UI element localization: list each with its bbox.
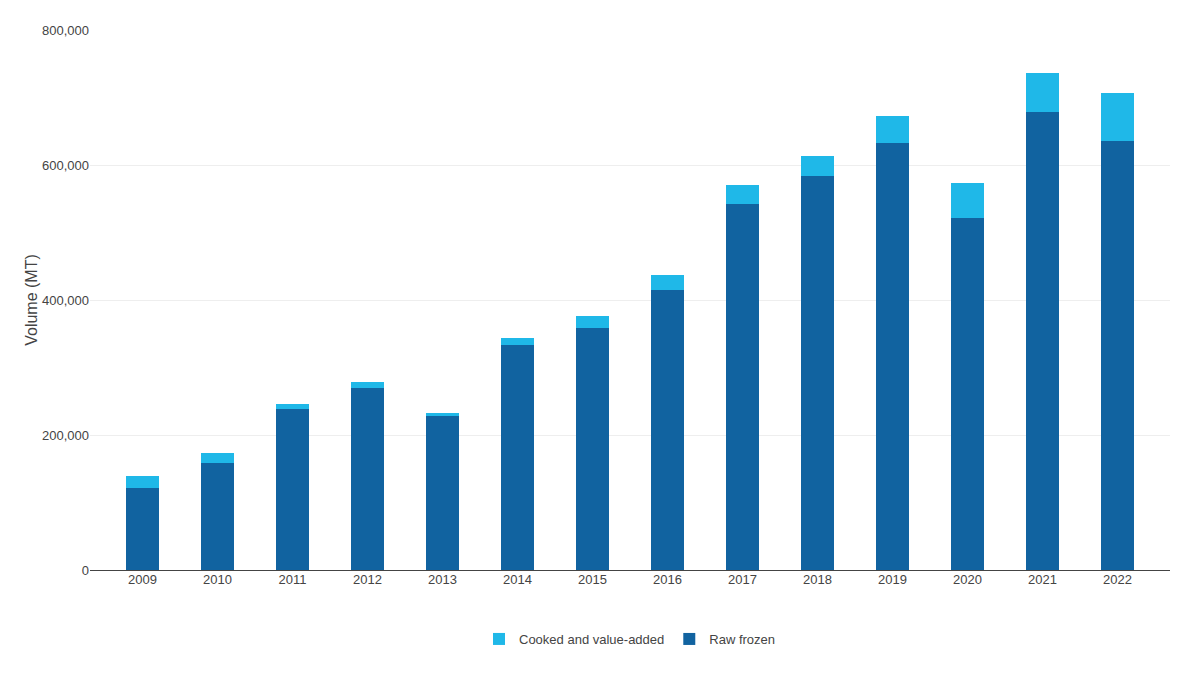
svg-text:Raw frozen: Raw frozen — [709, 632, 775, 647]
svg-text:2019: 2019 — [878, 572, 907, 587]
svg-text:Volume (MT): Volume (MT) — [23, 254, 40, 346]
svg-text:2017: 2017 — [728, 572, 757, 587]
svg-text:0: 0 — [82, 563, 89, 578]
svg-text:400,000: 400,000 — [42, 293, 89, 308]
svg-text:2012: 2012 — [353, 572, 382, 587]
svg-text:2010: 2010 — [203, 572, 232, 587]
svg-text:2016: 2016 — [653, 572, 682, 587]
svg-text:600,000: 600,000 — [42, 158, 89, 173]
svg-text:2009: 2009 — [128, 572, 157, 587]
svg-text:800,000: 800,000 — [42, 23, 89, 38]
svg-text:2014: 2014 — [503, 572, 532, 587]
svg-text:Cooked and value-added: Cooked and value-added — [519, 632, 664, 647]
svg-text:2015: 2015 — [578, 572, 607, 587]
svg-text:2021: 2021 — [1028, 572, 1057, 587]
svg-text:2011: 2011 — [279, 572, 307, 587]
svg-text:200,000: 200,000 — [42, 428, 89, 443]
svg-text:2022: 2022 — [1103, 572, 1132, 587]
svg-text:2013: 2013 — [428, 572, 457, 587]
svg-text:2018: 2018 — [803, 572, 832, 587]
svg-text:2020: 2020 — [953, 572, 982, 587]
